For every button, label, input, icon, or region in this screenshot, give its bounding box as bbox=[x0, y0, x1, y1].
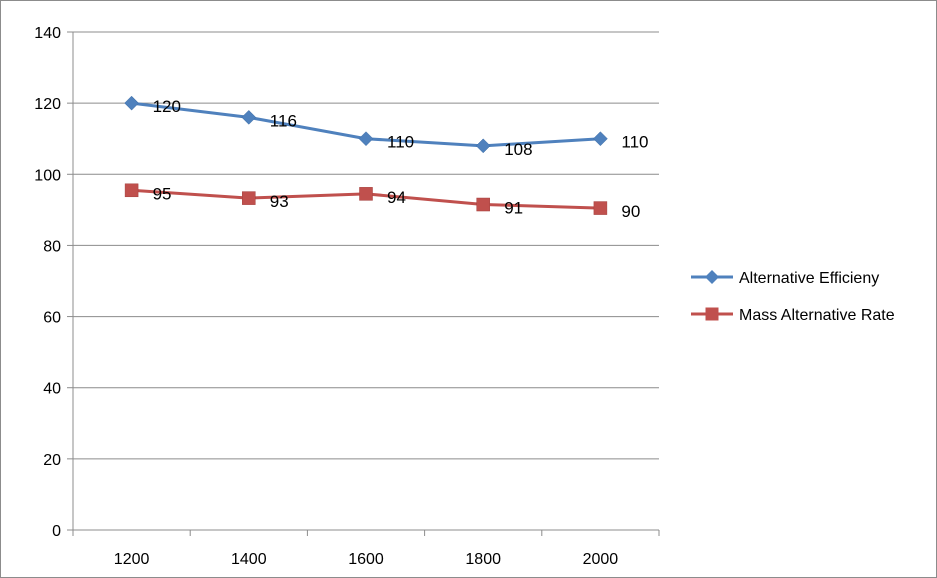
data-point-diamond bbox=[593, 131, 608, 147]
x-tick-label: 1600 bbox=[348, 551, 384, 568]
legend-label: Alternative Efficieny bbox=[739, 270, 879, 287]
data-point-diamond bbox=[124, 95, 139, 111]
data-label: 116 bbox=[270, 111, 297, 130]
data-labels: 120 116 110 108 110 95 93 94 91 90 bbox=[153, 97, 649, 221]
data-point-square bbox=[242, 191, 256, 205]
y-tick-label: 80 bbox=[43, 238, 61, 255]
data-point-diamond bbox=[358, 131, 374, 147]
data-point-square bbox=[124, 183, 139, 198]
legend: Alternative Efficieny Mass Alternative Ra… bbox=[691, 270, 895, 324]
data-label: 90 bbox=[621, 202, 640, 221]
x-tick-label: 1200 bbox=[114, 551, 150, 568]
y-tick-label: 0 bbox=[52, 523, 61, 540]
data-point-square bbox=[593, 201, 608, 215]
y-tick-label: 40 bbox=[43, 381, 61, 398]
y-tick-label: 100 bbox=[34, 167, 61, 184]
gridlines bbox=[73, 31, 659, 460]
x-tick-label: 1400 bbox=[231, 551, 267, 568]
data-label: 108 bbox=[504, 140, 532, 159]
y-tick-label: 60 bbox=[43, 310, 61, 327]
data-label: 110 bbox=[621, 133, 648, 152]
y-tick-label: 140 bbox=[34, 25, 61, 42]
data-label: 95 bbox=[153, 184, 172, 203]
data-label: 93 bbox=[270, 192, 289, 211]
data-point-square bbox=[359, 187, 373, 201]
x-tick-label: 1800 bbox=[465, 551, 501, 568]
y-tick-label: 20 bbox=[43, 452, 61, 469]
data-label: 91 bbox=[504, 199, 523, 218]
data-point-diamond bbox=[241, 110, 257, 125]
legend-marker-diamond bbox=[705, 270, 719, 284]
x-tick-label: 2000 bbox=[583, 551, 619, 568]
data-point-diamond bbox=[475, 138, 491, 154]
axes: 0 20 40 60 80 100 120 140 1200 1400 1600 1800 2000 bbox=[34, 25, 660, 568]
y-tick-label: 120 bbox=[34, 96, 61, 113]
data-label: 120 bbox=[153, 97, 181, 116]
legend-marker-square bbox=[705, 307, 719, 321]
data-label: 94 bbox=[387, 188, 406, 207]
data-point-square bbox=[476, 197, 490, 212]
series-lines bbox=[124, 95, 608, 215]
data-label: 110 bbox=[387, 133, 414, 152]
legend-label: Mass Alternative Rate bbox=[739, 307, 895, 324]
